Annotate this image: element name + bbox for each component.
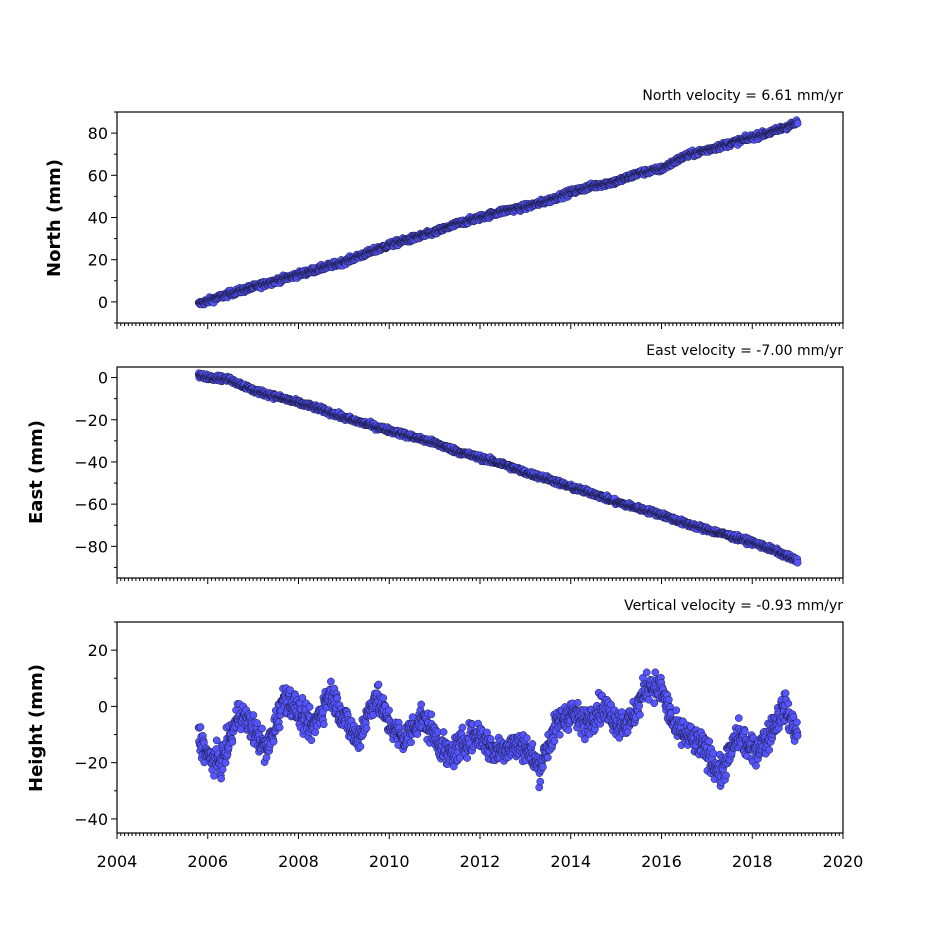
data-point <box>408 713 417 721</box>
panel-height: Vertical velocity = -0.93 mm/yr Height (… <box>26 598 863 871</box>
x-tick-label: 2006 <box>187 852 228 871</box>
data-point <box>539 763 547 771</box>
y-tick-label: 0 <box>98 369 108 388</box>
y-tick-label: 20 <box>88 641 108 660</box>
data-point <box>522 734 531 743</box>
data-point <box>379 694 388 702</box>
data-point <box>483 728 491 737</box>
y-ticks-north: 0 20 40 60 80 <box>88 111 117 324</box>
panel-north: North velocity = 6.61 mm/yr North (mm) 0… <box>44 88 844 329</box>
data-point <box>258 724 266 733</box>
ylabel-height: Height (mm) <box>26 664 47 792</box>
x-tick-label: 2016 <box>641 852 682 871</box>
x-tick-label: 2010 <box>369 852 410 871</box>
data-point <box>555 730 564 739</box>
y-ticks-height: 20 0 −20 −40 <box>74 621 117 829</box>
panel-east: East velocity = -7.00 mm/yr East (mm) 0 −… <box>26 343 844 584</box>
data-point <box>564 726 573 734</box>
data-point <box>327 677 335 686</box>
points-east <box>194 369 802 567</box>
data-point <box>486 735 495 743</box>
y-tick-label: −40 <box>74 810 108 829</box>
data-point <box>793 119 802 128</box>
x-tick-label: 2004 <box>97 852 138 871</box>
data-point <box>218 765 227 774</box>
data-point <box>319 720 328 729</box>
ylabel-east: East (mm) <box>26 420 47 524</box>
data-point <box>307 736 316 745</box>
data-point <box>463 754 472 762</box>
x-tick-label: 2018 <box>732 852 773 871</box>
x-ticks-north <box>116 323 844 329</box>
y-tick-label: 60 <box>88 166 108 185</box>
y-tick-label: −40 <box>74 453 108 472</box>
data-point <box>374 680 383 689</box>
data-point <box>228 738 237 746</box>
points-north <box>194 116 802 309</box>
data-point <box>333 694 342 703</box>
data-point <box>356 742 365 751</box>
y-tick-label: 0 <box>98 697 108 716</box>
data-point <box>550 737 559 745</box>
x-tick-label: 2014 <box>550 852 591 871</box>
x-tick-label: 2012 <box>460 852 501 871</box>
data-point <box>417 700 426 709</box>
data-point <box>528 740 537 748</box>
x-ticks-height: 2004 2006 2008 2010 2012 2014 2016 2018 2020 <box>97 833 864 871</box>
data-point <box>458 723 467 732</box>
y-tick-label: 20 <box>88 251 108 270</box>
y-tick-label: 0 <box>98 293 108 312</box>
data-point <box>536 777 545 786</box>
data-point <box>262 753 271 762</box>
y-tick-label: 80 <box>88 124 108 143</box>
data-point <box>407 738 415 747</box>
data-point <box>196 723 205 731</box>
data-point <box>221 758 230 767</box>
panel-title-height: Vertical velocity = -0.93 mm/yr <box>624 598 843 614</box>
data-point <box>275 723 284 732</box>
data-point <box>249 711 258 719</box>
panel-title-north: North velocity = 6.61 mm/yr <box>642 88 843 104</box>
data-point <box>210 771 218 780</box>
data-point <box>427 710 436 719</box>
y-ticks-east: 0 −20 −40 −60 −80 <box>74 369 117 568</box>
data-point <box>311 728 320 737</box>
y-tick-label: −80 <box>74 537 108 556</box>
data-point <box>385 706 393 715</box>
data-point <box>543 753 552 762</box>
y-tick-label: −20 <box>74 754 108 773</box>
axes-frame-east <box>116 366 844 579</box>
data-point <box>793 558 802 567</box>
y-tick-label: 40 <box>88 209 108 228</box>
data-point <box>439 728 448 736</box>
data-point <box>269 737 278 746</box>
data-point <box>305 703 314 711</box>
data-point <box>217 774 225 783</box>
data-point <box>573 698 582 707</box>
x-ticks-east <box>116 578 844 584</box>
y-tick-label: −20 <box>74 411 108 430</box>
y-tick-label: −60 <box>74 495 108 514</box>
points-height <box>194 668 802 792</box>
ylabel-north: North (mm) <box>44 159 65 277</box>
x-tick-label: 2008 <box>278 852 319 871</box>
panel-title-east: East velocity = -7.00 mm/yr <box>646 343 843 359</box>
data-point <box>362 724 371 733</box>
x-tick-label: 2020 <box>823 852 864 871</box>
